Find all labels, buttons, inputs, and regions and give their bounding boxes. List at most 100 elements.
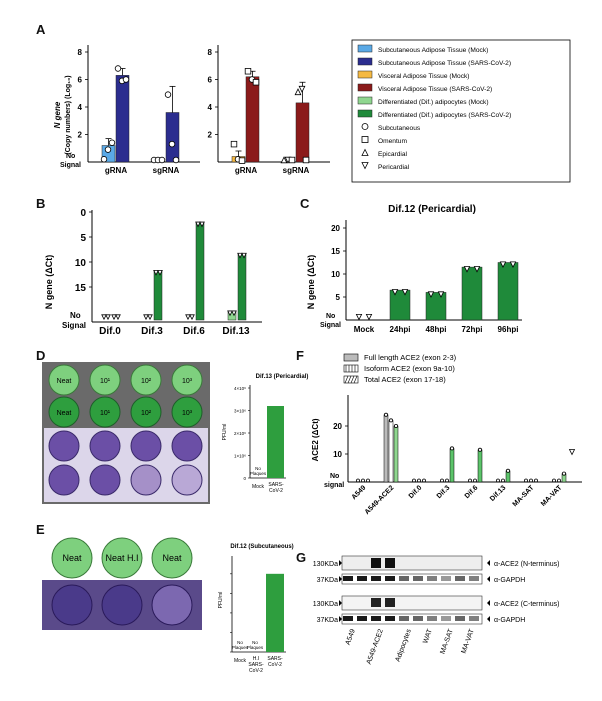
panel-a-point	[244, 68, 252, 75]
panel-f-point	[422, 478, 426, 483]
blot-band	[469, 616, 479, 621]
blot-band	[441, 576, 451, 581]
legend-label: Subcutaneous Adipose Tissue (SARS-CoV-2)	[378, 60, 511, 67]
panel-f-legend-swatch	[343, 364, 359, 373]
blot-band	[357, 616, 367, 621]
blot-band	[441, 616, 451, 621]
panel-f-point	[529, 478, 533, 483]
panel-b-nosignal-label: Signal	[62, 321, 86, 330]
panel-a-yticks: 8 8 6 6 4 4 2 2 No Signal	[60, 48, 218, 169]
well	[48, 364, 80, 396]
panel-a-legend: Subcutaneous Adipose Tissue (Mock) Subcut…	[357, 44, 511, 171]
blot-mw-label: 130KDa	[313, 561, 338, 568]
legend-label: Differentiated (Dif.) adipocytes (Mock)	[378, 99, 489, 106]
hatch	[350, 375, 355, 384]
panel-d-xtick-label: Mock	[252, 484, 264, 490]
panel-c-bar	[461, 266, 483, 321]
panel-a-nosignal-label: No	[66, 153, 75, 160]
panel-c-xtick-label: 48hpi	[426, 325, 447, 334]
panel-b-point	[241, 252, 247, 259]
panel-a-point	[114, 65, 122, 72]
panel-b-point	[115, 314, 121, 321]
panel-b-point	[185, 314, 191, 321]
blot-lane-label: A549-ACE2	[366, 628, 385, 665]
panel-a-ylabel-2: (Copy numbers) (Log₁₀)	[65, 75, 72, 154]
panel-b-point	[227, 310, 233, 317]
well	[130, 396, 162, 428]
plaque-well	[89, 430, 121, 462]
panel-c-xtick-label: Mock	[354, 325, 375, 334]
blot-band	[385, 576, 395, 581]
well-label: Neat	[57, 410, 72, 417]
panel-e-bar	[266, 573, 284, 652]
panel-a-point	[172, 156, 180, 164]
panel-f-point	[473, 478, 477, 483]
panel-c-ytick-label: 20	[331, 224, 340, 233]
panel-f-point	[552, 478, 556, 483]
panel-c-point	[391, 289, 399, 296]
blot-band	[455, 616, 465, 621]
plaque-well	[48, 430, 80, 462]
panel-a-ytick-label: 4	[208, 103, 213, 112]
plaque-well	[130, 464, 162, 496]
panel-c-point	[437, 291, 445, 298]
plaque-well	[171, 430, 203, 462]
well	[51, 537, 93, 579]
panel-f-point	[501, 478, 505, 483]
blot-band-label: α-GAPDH	[494, 577, 525, 584]
panel-letter-g: G	[296, 550, 307, 565]
panel-c-xtick-label: 72hpi	[462, 325, 483, 334]
panel-c-ytick-label: 5	[336, 293, 341, 302]
panel-c-point	[427, 291, 435, 298]
arrow-right-icon	[339, 600, 342, 606]
panel-a-bar	[115, 75, 130, 163]
blot-band	[469, 576, 479, 581]
blot-band	[343, 576, 353, 581]
well-label: 10³	[182, 378, 193, 385]
well	[171, 364, 203, 396]
panel-f-point	[449, 446, 454, 451]
panel-b-point	[157, 269, 163, 276]
well-label: 10²	[141, 378, 152, 385]
panel-c-plot: 20 15 10 5 No Signal Mock 24hpi 48hpi 72hpi 96hpi	[320, 224, 518, 334]
panel-f-xtick-label: A549-ACE2	[364, 484, 396, 516]
panel-c-point	[473, 266, 481, 273]
panel-f-xtick-label: Dif.3	[436, 484, 452, 500]
legend-label: Epicardial	[378, 151, 407, 158]
panel-d-ytick-label: 2×10⁶	[234, 431, 246, 436]
panel-f-xtick-label: MA-SAT	[512, 484, 536, 508]
panel-e-xtick-label: Mock	[234, 658, 246, 664]
panel-f-xtick-label: A549	[351, 484, 368, 501]
panel-e-chart-title: Dif.12 (Subcutaneous)	[230, 544, 293, 550]
legend-swatch	[357, 57, 373, 66]
well-label: Neat	[162, 553, 182, 563]
panel-c-point	[365, 313, 373, 321]
panel-b-point	[111, 314, 117, 321]
panel-b-point	[195, 221, 201, 228]
legend-label: Visceral Adipose Tissue (SARS-CoV-2)	[378, 86, 492, 93]
well-label: 10³	[182, 410, 193, 417]
panel-c-point	[463, 266, 471, 273]
panel-a-point	[168, 140, 176, 148]
blot-band	[385, 558, 395, 568]
panel-letter-f: F	[296, 348, 304, 363]
well-label: 10¹	[100, 378, 111, 385]
panel-a-ylabel-1: N gene	[53, 101, 62, 128]
panel-c-bar	[497, 262, 519, 321]
panel-f-xtick-label: Dif.13	[489, 484, 508, 503]
blot-lane-label: MA-VAT	[461, 628, 477, 655]
blot-band	[399, 576, 409, 581]
plaque-well	[89, 464, 121, 496]
panel-d-ylabel: PFU/ml	[222, 424, 228, 441]
panel-c-xtick-label: 24hpi	[390, 325, 411, 334]
panel-b-point	[143, 314, 149, 321]
panel-b-xtick-label: Dif.6	[183, 326, 205, 337]
panel-letter-d: D	[36, 348, 46, 363]
panel-f-xtick-label: MA-VAT	[540, 484, 564, 508]
panel-c-nosignal-label: Signal	[320, 322, 341, 329]
panel-f-point	[477, 447, 482, 452]
well	[101, 537, 143, 579]
panel-f-legend-swatch	[343, 353, 359, 362]
